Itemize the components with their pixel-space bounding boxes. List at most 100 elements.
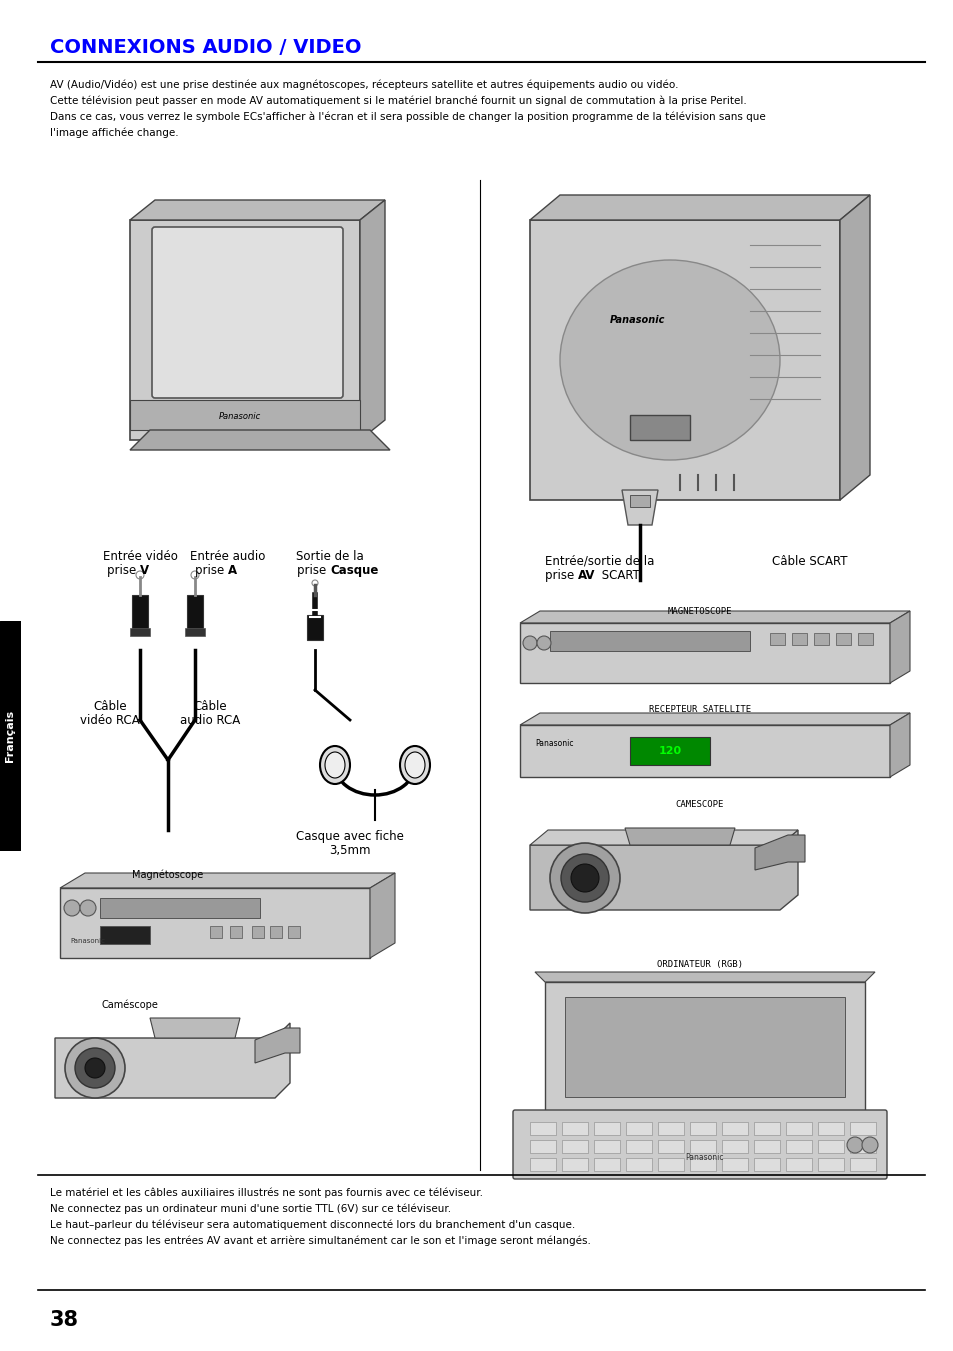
FancyBboxPatch shape [130, 400, 359, 430]
FancyBboxPatch shape [152, 227, 343, 399]
Polygon shape [370, 873, 395, 958]
Text: Le haut–parleur du téléviseur sera automatiquement disconnecté lors du brancheme: Le haut–parleur du téléviseur sera autom… [50, 1220, 575, 1231]
Circle shape [75, 1048, 115, 1088]
Bar [658, 1158, 683, 1171]
Text: Ne connectez pas les entrées AV avant et arrière simultanément car le son et l'i: Ne connectez pas les entrées AV avant et… [50, 1236, 590, 1247]
Text: 120: 120 [658, 746, 680, 757]
Ellipse shape [405, 753, 424, 778]
Polygon shape [754, 835, 804, 870]
Bar [519, 623, 889, 684]
Bar [594, 1158, 619, 1171]
Polygon shape [889, 611, 909, 684]
Text: 38: 38 [50, 1310, 79, 1329]
Bar [100, 925, 150, 944]
Circle shape [136, 571, 144, 580]
Bar [721, 1158, 747, 1171]
Text: prise: prise [544, 569, 578, 582]
Ellipse shape [399, 746, 430, 784]
Text: Panasonic: Panasonic [218, 412, 261, 422]
Bar [530, 1121, 556, 1135]
Polygon shape [519, 713, 909, 725]
Bar [530, 1158, 556, 1171]
Text: Câble: Câble [193, 700, 227, 713]
Text: prise: prise [296, 563, 330, 577]
Text: Sortie de la: Sortie de la [295, 550, 363, 563]
Text: vidéo RCA: vidéo RCA [80, 713, 140, 727]
Text: Ne connectez pas un ordinateur muni d'une sortie TTL (6V) sur ce téléviseur.: Ne connectez pas un ordinateur muni d'un… [50, 1204, 451, 1215]
Polygon shape [889, 713, 909, 777]
Bar [721, 1121, 747, 1135]
Text: l'image affichée change.: l'image affichée change. [50, 128, 178, 139]
Circle shape [312, 580, 317, 586]
Text: Panasonic: Panasonic [609, 315, 664, 326]
Text: Le matériel et les câbles auxiliaires illustrés ne sont pas fournis avec ce télé: Le matériel et les câbles auxiliaires il… [50, 1188, 482, 1198]
Text: ORDINATEUR (RGB): ORDINATEUR (RGB) [657, 961, 742, 969]
Bar [100, 898, 260, 917]
Circle shape [64, 900, 80, 916]
Text: A: A [228, 563, 237, 577]
Polygon shape [359, 200, 385, 440]
Text: Câble: Câble [93, 700, 127, 713]
FancyBboxPatch shape [513, 1111, 886, 1179]
Ellipse shape [319, 746, 350, 784]
Circle shape [571, 865, 598, 892]
Text: Entrée audio: Entrée audio [190, 550, 265, 563]
Circle shape [522, 636, 537, 650]
Circle shape [191, 571, 199, 580]
Text: Panasonic: Panasonic [70, 938, 105, 944]
Text: RECEPTEUR SATELLITE: RECEPTEUR SATELLITE [648, 705, 750, 713]
Bar [689, 1158, 716, 1171]
Bar [60, 888, 370, 958]
Polygon shape [530, 195, 869, 220]
Polygon shape [535, 971, 874, 982]
Text: Câble SCART: Câble SCART [771, 555, 846, 567]
Bar [753, 1158, 780, 1171]
Circle shape [85, 1058, 105, 1078]
Bar [519, 725, 889, 777]
Polygon shape [254, 1028, 299, 1063]
Bar [849, 1158, 875, 1171]
Text: 3,5mm: 3,5mm [329, 844, 371, 857]
Text: Magnétoscope: Magnétoscope [132, 870, 203, 881]
Text: Casque avec fiche: Casque avec fiche [295, 830, 403, 843]
Text: Entrée/sortie de la: Entrée/sortie de la [544, 555, 654, 567]
Bar [658, 1140, 683, 1152]
Bar [813, 634, 828, 644]
Text: prise: prise [107, 563, 140, 577]
Bar [187, 594, 203, 630]
Text: V: V [140, 563, 149, 577]
Bar [629, 738, 709, 765]
Polygon shape [150, 1019, 240, 1038]
Bar [130, 628, 150, 636]
Polygon shape [130, 220, 359, 440]
Bar [689, 1140, 716, 1152]
Bar [594, 1121, 619, 1135]
Text: Cette télévision peut passer en mode AV automatiquement si le matériel branché f: Cette télévision peut passer en mode AV … [50, 96, 746, 107]
Bar [210, 925, 222, 938]
Bar [230, 925, 242, 938]
Bar [530, 220, 840, 500]
Circle shape [862, 1138, 877, 1152]
Polygon shape [60, 873, 395, 888]
Bar [817, 1140, 843, 1152]
Polygon shape [55, 1023, 290, 1098]
Bar [561, 1121, 587, 1135]
Polygon shape [130, 200, 385, 220]
Bar [769, 634, 784, 644]
Text: MAGNETOSCOPE: MAGNETOSCOPE [667, 607, 732, 616]
Bar [270, 925, 282, 938]
Bar [185, 628, 205, 636]
Bar [785, 1158, 811, 1171]
Circle shape [80, 900, 96, 916]
Polygon shape [624, 828, 734, 844]
Text: Casque: Casque [330, 563, 378, 577]
Bar [857, 634, 872, 644]
Bar [625, 1158, 651, 1171]
Text: prise: prise [194, 563, 228, 577]
Bar [550, 631, 749, 651]
Text: Entrée vidéo: Entrée vidéo [103, 550, 177, 563]
Bar [307, 615, 323, 640]
Polygon shape [130, 430, 390, 450]
Circle shape [537, 636, 551, 650]
Bar [530, 1140, 556, 1152]
